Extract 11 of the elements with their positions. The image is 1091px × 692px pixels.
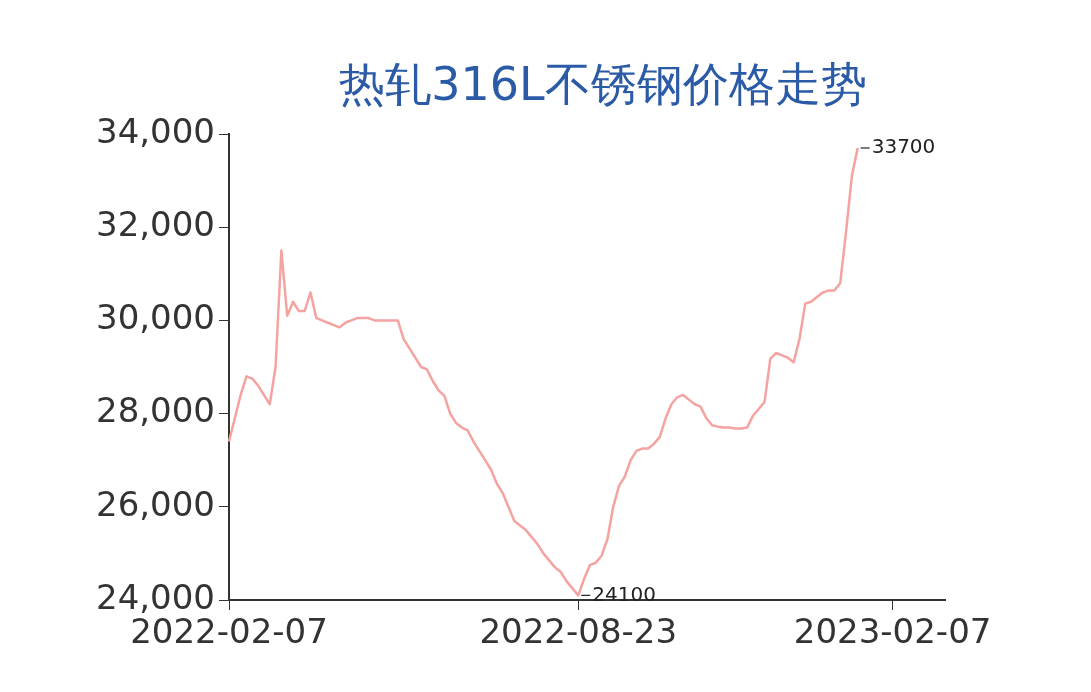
- chart-title: 热轧316L不锈钢价格走势: [338, 56, 868, 112]
- data-label: 33700: [871, 134, 936, 159]
- y-tick-label: 26,000: [96, 483, 215, 524]
- y-tick-label: 24,000: [96, 576, 215, 617]
- x-tick-label: 2022-08-23: [479, 611, 678, 652]
- y-tick-label: 34,000: [96, 110, 215, 151]
- x-tick-label: 2023-02-07: [793, 611, 992, 652]
- y-tick-label: 28,000: [96, 390, 215, 431]
- y-tick-label: 32,000: [96, 204, 215, 245]
- data-label: 24100: [592, 581, 656, 606]
- y-tick-label: 30,000: [96, 297, 215, 338]
